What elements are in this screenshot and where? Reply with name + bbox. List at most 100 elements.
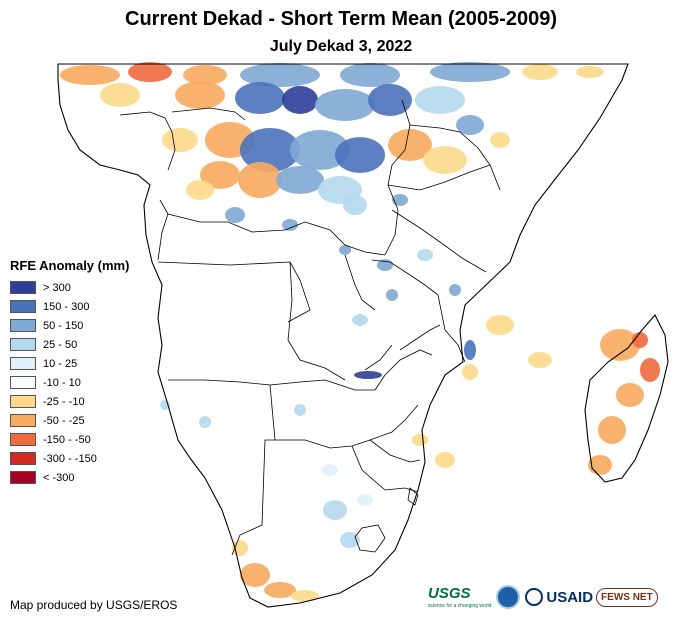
anomaly-patch [225, 207, 245, 223]
anomaly-patch [392, 194, 408, 206]
legend-items: > 300 150 - 300 50 - 150 25 - 50 10 - 25 -10 … [10, 278, 129, 487]
anomaly-patch [368, 84, 412, 116]
legend-swatch [10, 452, 36, 465]
anomaly-patch [430, 62, 510, 82]
anomaly-patch [423, 146, 467, 174]
fews-net-logo: FEWS NET [596, 587, 658, 607]
anomaly-patch [315, 89, 375, 121]
anomaly-patch [291, 590, 319, 602]
africa-coastline [57, 63, 629, 608]
legend-item: > 300 [10, 278, 129, 297]
legend-swatch [10, 471, 36, 484]
anomaly-patches [60, 62, 660, 602]
anomaly-patch [322, 464, 338, 476]
map-title: Current Dekad - Short Term Mean (2005-20… [125, 8, 557, 30]
legend-item: -150 - -50 [10, 430, 129, 449]
legend-label: 50 - 150 [43, 319, 84, 332]
anomaly-patch [128, 62, 172, 82]
anomaly-patch [632, 332, 648, 348]
anomaly-patch [464, 340, 476, 360]
anomaly-patch [388, 129, 432, 161]
legend-label: 10 - 25 [43, 357, 78, 370]
legend-swatch [10, 395, 36, 408]
legend-item: -25 - -10 [10, 392, 129, 411]
anomaly-patch [199, 416, 211, 428]
anomaly-patch [335, 137, 385, 173]
anomaly-patch [240, 63, 320, 87]
anomaly-patch [282, 86, 318, 114]
usaid-seal-icon [525, 588, 544, 606]
anomaly-patch [323, 500, 347, 520]
legend-swatch [10, 357, 36, 370]
usgs-text: USGS [428, 585, 471, 602]
anomaly-patch [456, 115, 484, 135]
anomaly-patch [340, 532, 360, 548]
legend-label: 150 - 300 [43, 300, 90, 313]
anomaly-patch [417, 249, 433, 261]
anomaly-patch [183, 65, 227, 85]
legend-item: -10 - 10 [10, 373, 129, 392]
anomaly-patch [412, 434, 428, 446]
legend-item: 50 - 150 [10, 316, 129, 335]
anomaly-patch [600, 329, 640, 361]
anomaly-patch [640, 358, 660, 382]
legend-label: 25 - 50 [43, 338, 78, 351]
usaid-logo: USAID [546, 588, 594, 606]
legend-swatch [10, 300, 36, 313]
legend-swatch [10, 414, 36, 427]
anomaly-patch [339, 245, 351, 255]
anomaly-patch [522, 64, 558, 80]
legend-swatch [10, 281, 36, 294]
anomaly-patch [386, 289, 398, 301]
legend-title: RFE Anomaly (mm) [10, 258, 130, 273]
anomaly-patch [343, 195, 367, 215]
usgs-tagline: science for a changing world [428, 603, 492, 609]
anomaly-patch [235, 82, 285, 114]
anomaly-patch [294, 404, 306, 416]
anomaly-patch [264, 582, 296, 598]
anomaly-patch [240, 128, 300, 172]
anomaly-patch [238, 162, 282, 198]
anomaly-patch [435, 452, 455, 468]
anomaly-patch [490, 132, 510, 148]
legend-swatch [10, 433, 36, 446]
map-subtitle: July Dekad 3, 2022 [269, 38, 413, 55]
anomaly-patch [340, 63, 400, 87]
anomaly-patch [290, 130, 350, 170]
legend-item: 25 - 50 [10, 335, 129, 354]
credit-text: Map produced by USGS/EROS [10, 598, 178, 612]
anomaly-patch [100, 83, 140, 107]
anomaly-patch [240, 563, 270, 587]
legend-item: 10 - 25 [10, 354, 129, 373]
legend-label: -50 - -25 [43, 414, 85, 427]
anomaly-patch [357, 494, 373, 506]
country-boundaries [119, 99, 501, 556]
anomaly-patch [354, 371, 382, 379]
noaa-icon [496, 585, 521, 609]
partner-logos: USGS science for a changing world USAID … [428, 585, 658, 609]
anomaly-patch [576, 66, 604, 78]
anomaly-patch [200, 161, 240, 189]
anomaly-patch [282, 219, 298, 231]
legend-swatch [10, 319, 36, 332]
legend-label: > 300 [43, 281, 71, 294]
madagascar-outline [584, 314, 669, 483]
legend-swatch [10, 376, 36, 389]
anomaly-patch [616, 383, 644, 407]
anomaly-patch [60, 65, 120, 85]
legend-item: 150 - 300 [10, 297, 129, 316]
anomaly-patch [162, 128, 198, 152]
legend-item: -50 - -25 [10, 411, 129, 430]
legend: RFE Anomaly (mm) > 300 150 - 300 50 - 150 2… [10, 258, 129, 487]
anomaly-patch [528, 352, 552, 368]
anomaly-patch [462, 364, 478, 380]
legend-label: -10 - 10 [43, 376, 81, 389]
anomaly-patch [598, 416, 626, 444]
legend-label: -300 - -150 [43, 452, 97, 465]
anomaly-patch [449, 284, 461, 296]
legend-label: < -300 [43, 471, 75, 484]
usgs-logo: USGS science for a changing world [428, 585, 491, 609]
anomaly-patch [486, 315, 514, 335]
anomaly-patch [352, 314, 368, 326]
